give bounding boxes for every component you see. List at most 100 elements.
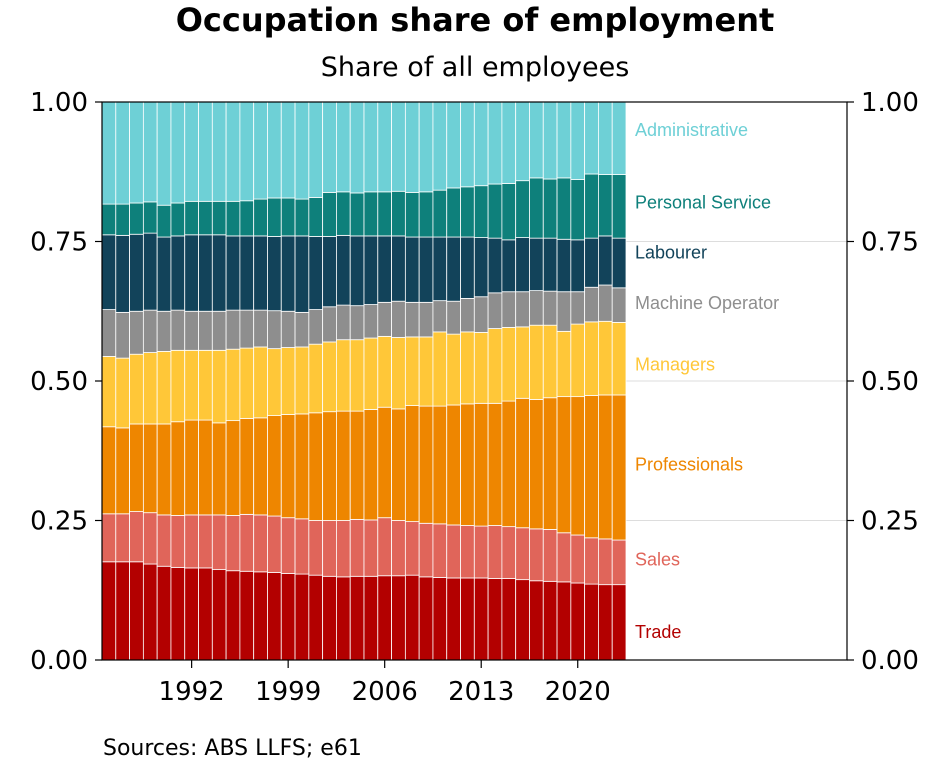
bar-trade-2022 xyxy=(598,584,613,661)
bar-labourer-1990 xyxy=(156,236,172,312)
bar-labourer-1995 xyxy=(225,235,241,311)
bar-sales-1993 xyxy=(198,514,213,569)
bar-professionals-2011 xyxy=(446,404,461,526)
x-tick-label-2: 2006 xyxy=(352,677,418,707)
bar-professionals-2019 xyxy=(556,396,572,534)
bar-labourer-2022 xyxy=(598,235,613,286)
bar-trade-1992 xyxy=(184,567,199,661)
bar-personal-service-2023 xyxy=(611,174,627,239)
bar-labourer-2000 xyxy=(294,235,310,313)
series-label-professionals: Professionals xyxy=(635,455,743,475)
bar-machine-operator-1992 xyxy=(184,310,199,351)
bar-administrative-2012 xyxy=(460,101,475,188)
bar-trade-2004 xyxy=(349,575,365,661)
bar-managers-2016 xyxy=(515,326,530,399)
bar-professionals-1987 xyxy=(115,427,130,515)
bar-administrative-1989 xyxy=(142,101,158,203)
bar-professionals-1988 xyxy=(129,423,144,512)
bar-managers-1991 xyxy=(170,349,186,423)
bar-personal-service-1999 xyxy=(280,197,296,237)
bar-professionals-2003 xyxy=(336,410,351,521)
bar-labourer-2013 xyxy=(473,237,489,298)
bar-machine-operator-2021 xyxy=(584,286,599,323)
bar-professionals-1997 xyxy=(253,417,268,516)
bar-sales-2003 xyxy=(336,520,351,578)
bar-trade-2021 xyxy=(584,583,599,661)
bar-machine-operator-2011 xyxy=(446,300,461,335)
bar-labourer-1989 xyxy=(142,232,158,311)
bar-labourer-2006 xyxy=(377,235,392,303)
bar-managers-2006 xyxy=(377,335,392,408)
bar-administrative-1998 xyxy=(267,101,282,199)
bar-managers-2008 xyxy=(404,336,420,406)
bar-administrative-2002 xyxy=(322,101,337,193)
bar-sales-1994 xyxy=(211,514,227,571)
bar-trade-2002 xyxy=(322,575,337,661)
bar-personal-service-2006 xyxy=(377,191,392,237)
bar-sales-2022 xyxy=(598,538,613,586)
bar-labourer-2007 xyxy=(391,235,406,302)
bar-trade-2016 xyxy=(515,579,530,661)
bar-trade-2013 xyxy=(473,577,489,661)
bar-managers-2020 xyxy=(570,323,586,398)
bar-machine-operator-2003 xyxy=(336,304,351,341)
bar-administrative-1990 xyxy=(156,101,172,206)
series-labels: Trade Sales Professionals Managers Machine O… xyxy=(635,120,779,642)
bar-administrative-1993 xyxy=(198,101,213,202)
bar-trade-2017 xyxy=(529,580,544,661)
bar-machine-operator-2007 xyxy=(391,300,406,338)
bar-professionals-2009 xyxy=(418,405,434,524)
bar-administrative-1987 xyxy=(115,101,130,205)
bar-managers-2003 xyxy=(336,339,351,412)
bar-personal-service-2002 xyxy=(322,191,337,237)
bar-trade-1995 xyxy=(225,570,241,661)
bar-personal-service-2019 xyxy=(556,177,572,240)
bar-professionals-2000 xyxy=(294,413,310,520)
bar-personal-service-1995 xyxy=(225,200,241,237)
bar-trade-1988 xyxy=(129,561,144,661)
bar-machine-operator-2017 xyxy=(529,290,544,326)
bar-personal-service-2008 xyxy=(404,191,420,238)
bar-trade-1999 xyxy=(280,573,296,661)
bar-personal-service-2011 xyxy=(446,187,461,238)
bar-managers-2007 xyxy=(391,337,406,410)
bar-professionals-2004 xyxy=(349,410,365,520)
bar-machine-operator-2000 xyxy=(294,311,310,348)
y-axis-right: 0.00 0.25 0.50 0.75 1.00 xyxy=(847,88,919,676)
y-tick-label-right-2: 0.50 xyxy=(861,367,919,397)
bar-personal-service-2018 xyxy=(542,178,558,239)
bar-sales-2013 xyxy=(473,525,489,579)
bar-labourer-2015 xyxy=(501,239,517,293)
y-tick-label-right-3: 0.75 xyxy=(861,228,919,258)
bar-managers-1993 xyxy=(198,349,213,421)
bar-managers-2002 xyxy=(322,341,337,413)
bar-managers-1999 xyxy=(280,347,296,415)
bar-administrative-2011 xyxy=(446,101,461,189)
bar-personal-service-1990 xyxy=(156,204,172,238)
bar-managers-1986 xyxy=(101,356,117,428)
bar-machine-operator-2009 xyxy=(418,301,434,338)
bar-managers-1988 xyxy=(129,353,144,425)
y-tick-label-right-0: 0.00 xyxy=(861,646,919,676)
bar-machine-operator-2023 xyxy=(611,287,627,323)
bar-administrative-2009 xyxy=(418,101,434,193)
bar-machine-operator-2020 xyxy=(570,291,586,325)
bar-personal-service-1997 xyxy=(253,198,268,237)
bar-professionals-2023 xyxy=(611,394,627,541)
bar-administrative-2021 xyxy=(584,101,599,175)
bar-trade-2006 xyxy=(377,575,392,661)
bar-machine-operator-2010 xyxy=(432,300,448,333)
bar-machine-operator-1991 xyxy=(170,309,186,351)
bar-managers-1992 xyxy=(184,349,199,421)
bar-administrative-2006 xyxy=(377,101,392,193)
bar-labourer-2008 xyxy=(404,236,420,303)
bar-sales-2019 xyxy=(556,532,572,583)
bar-managers-1987 xyxy=(115,357,130,429)
x-tick-label-1: 1999 xyxy=(255,677,321,707)
bar-labourer-1988 xyxy=(129,233,144,312)
bar-administrative-2001 xyxy=(308,101,324,198)
bar-machine-operator-1989 xyxy=(142,309,158,353)
series-label-managers: Managers xyxy=(635,354,715,374)
bar-administrative-2005 xyxy=(363,101,379,193)
